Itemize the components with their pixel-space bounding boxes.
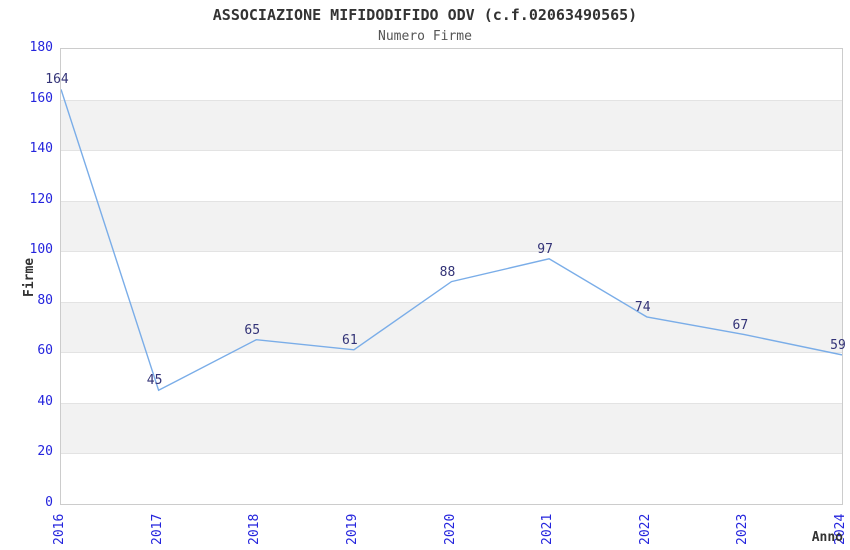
y-tick-label: 160: [29, 90, 53, 106]
data-label: 59: [830, 337, 846, 353]
gridline: [61, 352, 842, 354]
y-tick-label: 60: [37, 343, 53, 359]
x-axis-title: Anno: [811, 530, 843, 545]
x-tick-label: 2023: [735, 513, 751, 545]
x-tick-label: 2018: [247, 513, 263, 545]
grid-band: [61, 99, 842, 151]
data-label: 164: [45, 72, 69, 88]
gridline: [61, 251, 842, 253]
y-tick-label: 140: [29, 141, 53, 157]
data-label: 88: [439, 264, 456, 280]
gridline: [61, 150, 842, 152]
x-tick-label: 2022: [637, 513, 653, 545]
data-label: 74: [634, 299, 651, 315]
line-series: [61, 89, 842, 392]
y-tick-label: 100: [29, 242, 53, 258]
gridline: [61, 453, 842, 455]
x-tick-label: 2021: [540, 513, 556, 545]
y-tick-label: 180: [29, 40, 53, 55]
x-tick-label: 2017: [149, 513, 165, 545]
x-tick-label: 2020: [442, 513, 458, 545]
gridline: [61, 200, 842, 202]
series-line: [61, 89, 842, 392]
y-tick-label: 120: [29, 191, 53, 207]
gridline: [61, 402, 842, 404]
data-label: 61: [342, 332, 358, 348]
grid-band: [61, 200, 842, 252]
plot-area: [60, 48, 843, 505]
x-tick-label: 2016: [52, 513, 67, 545]
y-axis-title: Firme: [22, 257, 37, 297]
data-label: 97: [537, 241, 553, 257]
y-tick-label: 0: [45, 495, 53, 510]
grid-band: [61, 402, 842, 454]
data-label: 65: [244, 322, 261, 338]
x-tick-label: 2019: [344, 513, 360, 545]
chart-title: ASSOCIAZIONE MIFIDODIFIDO ODV (c.f.02063…: [212, 6, 638, 24]
y-tick-label: 80: [37, 292, 53, 308]
data-label: 45: [146, 373, 163, 389]
gridline: [61, 99, 842, 101]
gridline: [61, 301, 842, 303]
y-tick-label: 40: [37, 393, 53, 409]
grid-band: [61, 301, 842, 353]
chart-subtitle: Numero Firme: [378, 29, 472, 44]
y-tick-label: 20: [37, 444, 53, 460]
data-label: 67: [732, 317, 749, 333]
